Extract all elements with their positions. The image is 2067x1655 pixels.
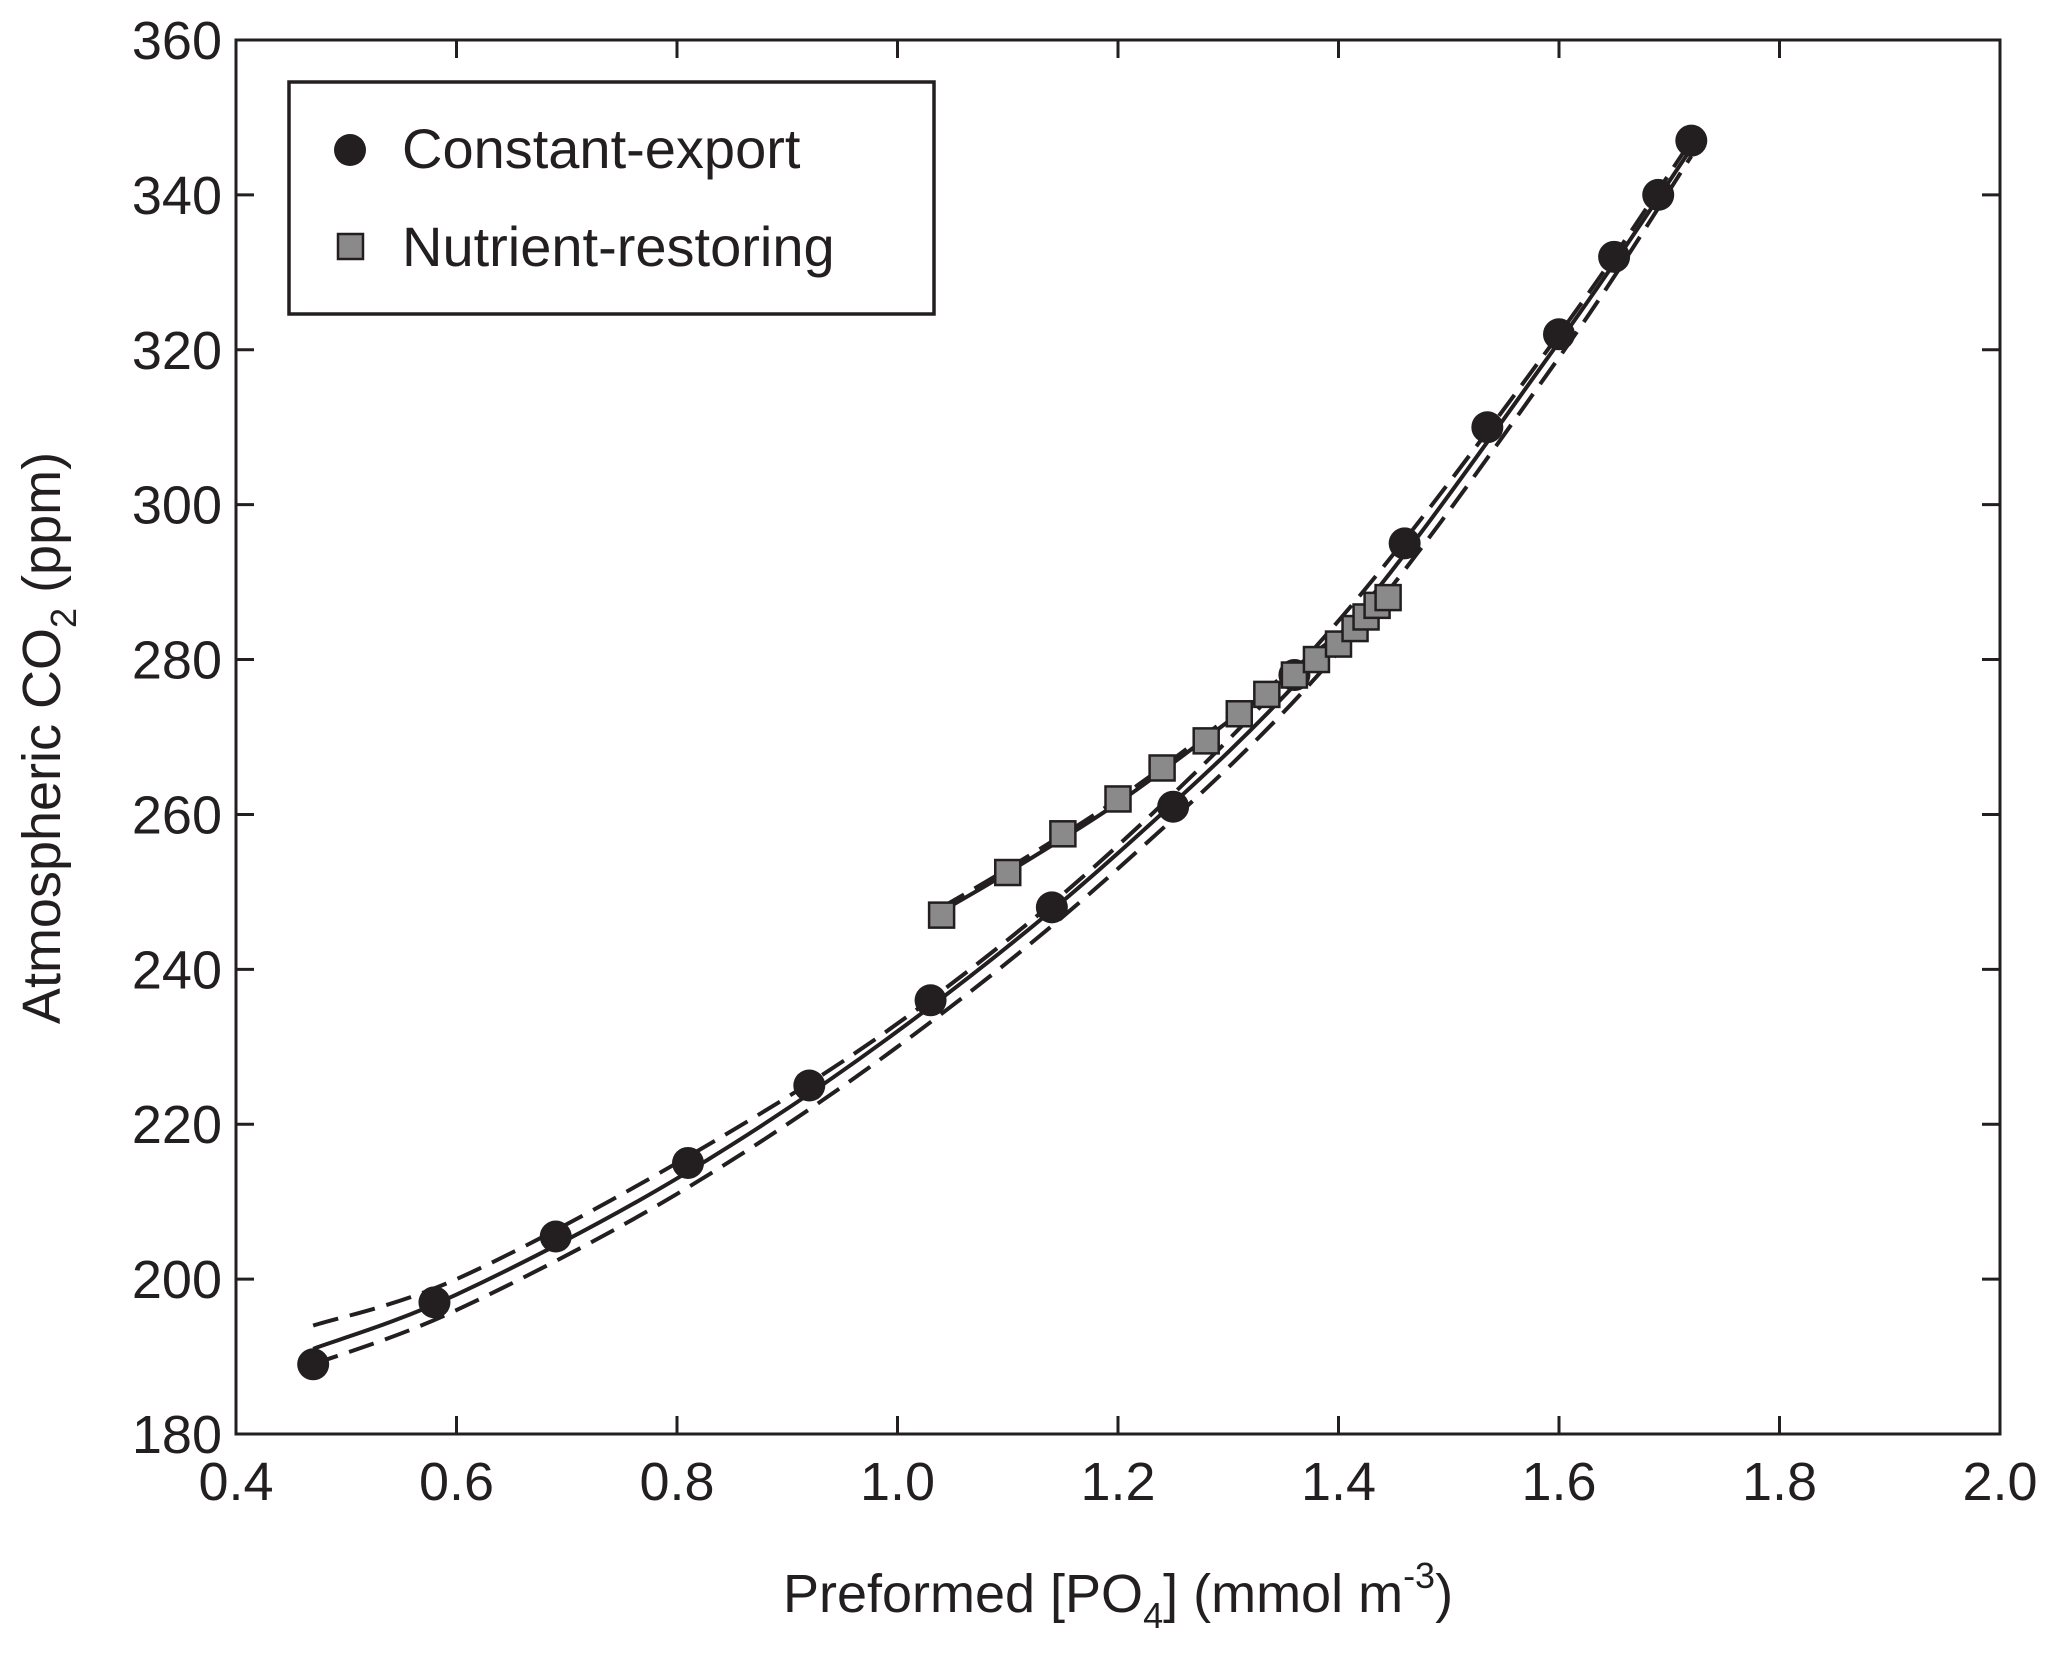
point-nutrient-restoring (994, 858, 1022, 887)
x-tick-label: 2.0 (1962, 1452, 2037, 1512)
point-nutrient-restoring (1302, 645, 1331, 674)
data-points (297, 124, 1708, 1381)
point-nutrient-restoring (1225, 700, 1254, 728)
x-tick-label: 0.6 (419, 1452, 494, 1512)
y-tick-label: 280 (132, 631, 222, 691)
point-constant-export (1642, 178, 1675, 211)
point-constant-export (793, 1069, 826, 1102)
point-constant-export (1035, 891, 1068, 924)
y-tick-label: 240 (132, 940, 222, 1000)
x-tick-label: 1.8 (1742, 1452, 1817, 1512)
fit-lines (312, 139, 1693, 1367)
x-axis-label: Preformed [PO4] (mmol m-3) (783, 1555, 1453, 1636)
legend-marker-nutrient-restoring (336, 232, 365, 261)
legend: Constant-export Nutrient-restoring (287, 80, 936, 316)
x-tick-label: 1.4 (1301, 1452, 1376, 1512)
point-nutrient-restoring (1104, 785, 1132, 813)
point-constant-export (539, 1220, 572, 1253)
y-tick-label: 200 (132, 1250, 222, 1310)
confidence-line-constant-export (312, 139, 1693, 1328)
y-tick-label: 340 (132, 166, 222, 226)
y-axis-label: Atmospheric CO2 (ppm) (12, 452, 84, 1024)
point-constant-export (1543, 318, 1575, 351)
point-constant-export (418, 1286, 451, 1319)
x-tick-label: 0.8 (639, 1452, 714, 1512)
confidence-line-constant-export (312, 155, 1693, 1367)
x-tick-label: 0.4 (198, 1452, 273, 1512)
point-constant-export (1598, 240, 1631, 273)
point-nutrient-restoring (1049, 820, 1077, 848)
point-nutrient-restoring (1192, 727, 1220, 755)
point-constant-export (1388, 527, 1421, 560)
legend-box (287, 80, 936, 316)
point-nutrient-restoring (1374, 583, 1402, 612)
x-tick-label: 1.2 (1080, 1452, 1155, 1512)
y-tick-label: 320 (132, 321, 222, 381)
y-tick-label: 360 (132, 11, 222, 71)
point-nutrient-restoring (1148, 754, 1176, 782)
plot-frame (234, 38, 2002, 1436)
x-tick-label: 1.6 (1521, 1452, 1596, 1512)
point-constant-export (297, 1348, 330, 1381)
point-nutrient-restoring (1253, 680, 1281, 709)
point-constant-export (672, 1146, 705, 1179)
y-tick-label: 220 (132, 1095, 222, 1155)
point-constant-export (1471, 411, 1504, 444)
legend-label-nutrient-restoring: Nutrient-restoring (402, 215, 835, 278)
point-constant-export (1157, 790, 1190, 823)
point-constant-export (1675, 124, 1708, 157)
point-nutrient-restoring (927, 901, 956, 929)
y-tick-label: 300 (132, 476, 222, 536)
x-tick-label: 1.0 (860, 1452, 935, 1512)
legend-marker-constant-export (334, 134, 366, 166)
legend-label-constant-export: Constant-export (402, 117, 801, 180)
y-tick-label: 180 (132, 1405, 222, 1465)
y-tick-label: 260 (132, 785, 222, 845)
point-constant-export (914, 984, 947, 1017)
fit-line-constant-export (312, 147, 1693, 1351)
